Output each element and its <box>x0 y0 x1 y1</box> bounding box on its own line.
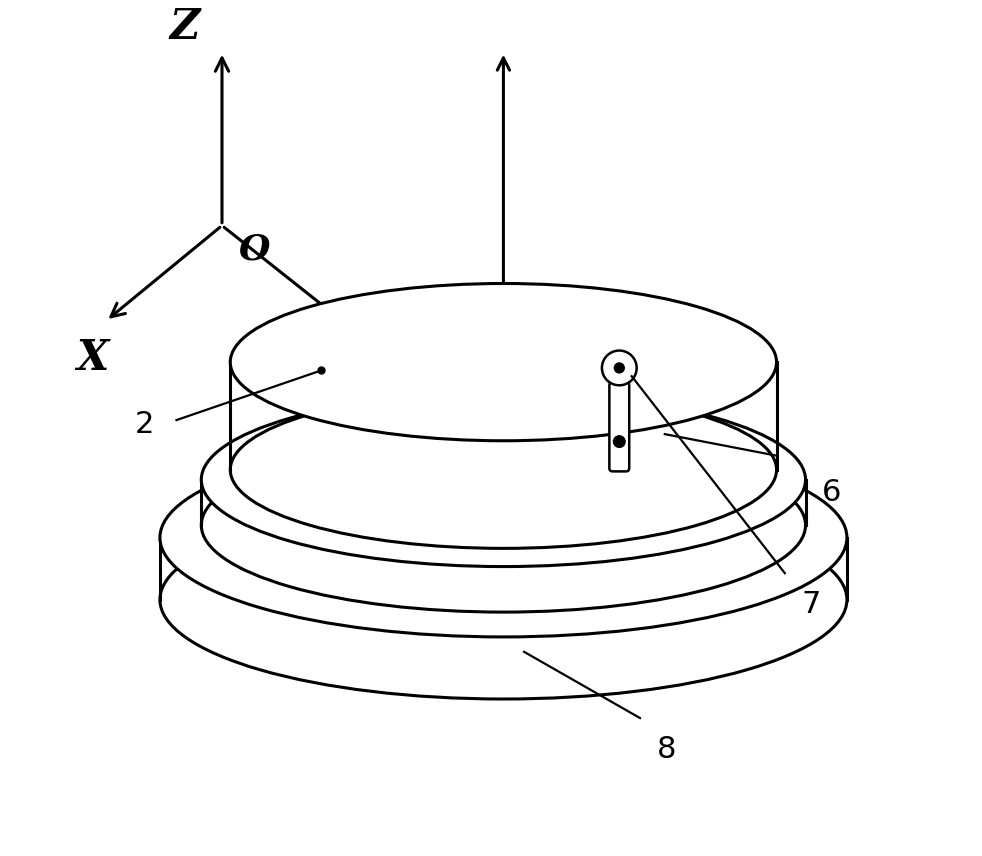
Text: X: X <box>76 337 108 379</box>
Text: Z: Z <box>169 6 199 48</box>
FancyBboxPatch shape <box>610 382 629 472</box>
Circle shape <box>614 436 626 448</box>
Ellipse shape <box>160 501 846 699</box>
Text: 6: 6 <box>822 478 842 507</box>
Circle shape <box>615 363 625 373</box>
Text: 7: 7 <box>801 590 821 619</box>
Ellipse shape <box>201 393 805 567</box>
Ellipse shape <box>201 438 805 612</box>
Ellipse shape <box>160 438 846 637</box>
Ellipse shape <box>230 283 777 441</box>
Text: O: O <box>239 232 270 266</box>
Text: 8: 8 <box>657 734 676 764</box>
Ellipse shape <box>230 391 777 549</box>
Text: $\mathit{O}_R$: $\mathit{O}_R$ <box>402 376 440 407</box>
Ellipse shape <box>235 402 773 556</box>
Circle shape <box>602 351 636 385</box>
Text: 2: 2 <box>136 410 154 439</box>
Text: Y: Y <box>351 340 380 382</box>
